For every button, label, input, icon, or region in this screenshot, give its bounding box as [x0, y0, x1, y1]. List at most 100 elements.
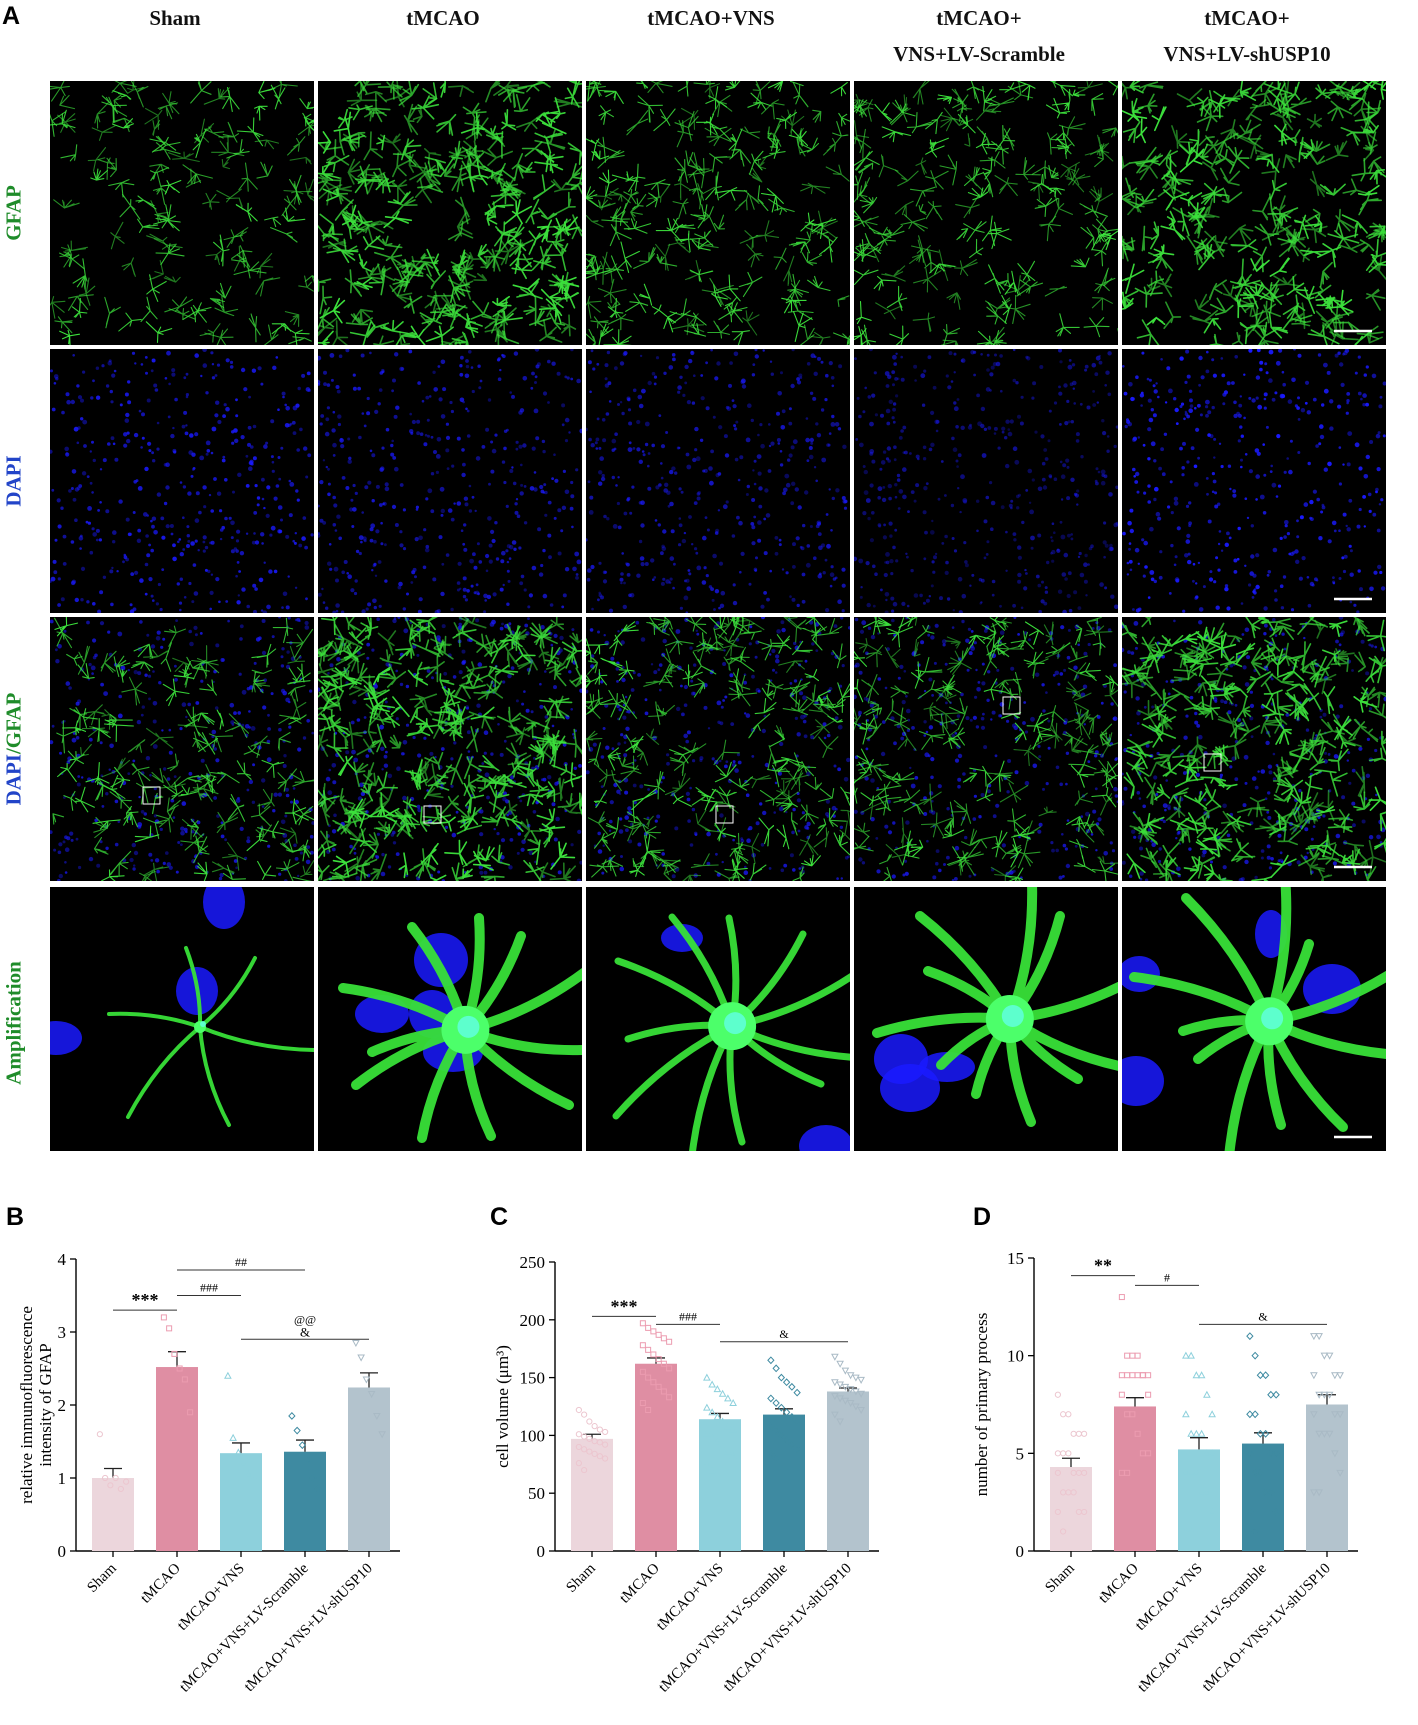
nucleus-mark — [962, 594, 967, 599]
nucleus-mark — [105, 847, 108, 850]
nucleus-mark — [146, 634, 149, 637]
nucleus-mark — [82, 471, 86, 475]
nucleus-mark — [797, 732, 801, 736]
nucleus-mark — [831, 565, 834, 568]
nucleus-mark — [1013, 538, 1016, 541]
nucleus-mark — [768, 423, 771, 426]
nucleus-mark — [1350, 549, 1353, 552]
nucleus-mark — [86, 521, 89, 524]
nucleus-mark — [1138, 563, 1140, 565]
nucleus-mark — [1268, 378, 1273, 383]
nucleus-mark — [295, 489, 298, 492]
nucleus-mark — [419, 597, 423, 601]
nucleus-mark — [285, 698, 290, 703]
nucleus-mark — [252, 369, 256, 373]
nucleus-mark — [680, 685, 683, 688]
nucleus-mark — [406, 593, 409, 596]
nucleus-mark — [1045, 591, 1048, 594]
nucleus-mark — [788, 422, 792, 426]
nucleus-mark — [371, 649, 374, 652]
nucleus-mark — [597, 418, 600, 421]
nucleus-mark — [694, 832, 698, 836]
nucleus-mark — [441, 514, 444, 517]
nucleus-mark — [385, 701, 388, 704]
nucleus-mark — [386, 428, 390, 432]
nucleus-mark — [501, 838, 505, 842]
nucleus-mark — [973, 817, 977, 821]
nucleus-mark — [501, 551, 506, 556]
nucleus-mark — [1170, 480, 1173, 483]
nucleus-mark — [845, 856, 849, 860]
nucleus-mark — [792, 542, 796, 546]
nucleus-mark — [306, 719, 310, 723]
nucleus-mark — [864, 697, 868, 701]
nucleus-mark — [437, 437, 442, 442]
nucleus-mark — [961, 620, 964, 623]
nucleus-mark — [465, 598, 468, 601]
nucleus-mark — [402, 752, 405, 755]
nucleus-mark — [1153, 498, 1156, 501]
nucleus-mark — [1318, 536, 1322, 540]
nucleus-mark — [1025, 489, 1028, 492]
nucleus-mark — [831, 376, 835, 380]
nucleus-mark — [535, 436, 539, 440]
nucleus-mark — [1101, 702, 1104, 705]
nucleus-mark — [396, 717, 399, 720]
nucleus-mark — [123, 444, 127, 448]
nucleus-mark — [720, 604, 724, 608]
nucleus-mark — [1099, 582, 1104, 587]
nucleus-mark — [441, 414, 446, 419]
nucleus-mark — [1101, 419, 1104, 422]
nucleus-mark — [1094, 372, 1098, 376]
nucleus-mark — [1149, 379, 1152, 382]
nucleus-mark — [468, 750, 471, 753]
nucleus-mark — [601, 755, 605, 759]
nucleus-mark — [784, 474, 789, 479]
nucleus-mark — [758, 486, 762, 490]
nucleus-mark — [554, 517, 557, 520]
nucleus-mark — [951, 437, 955, 441]
nucleus-mark — [65, 871, 68, 874]
nucleus-mark — [286, 794, 290, 798]
nucleus-mark — [1112, 849, 1115, 852]
nucleus-mark — [1218, 543, 1220, 545]
nucleus-mark — [909, 452, 912, 455]
nucleus-mark — [610, 800, 614, 804]
nucleus-mark — [565, 439, 568, 442]
nucleus-mark — [222, 459, 226, 463]
nucleus-mark — [241, 587, 245, 591]
nucleus-mark — [804, 734, 808, 738]
nucleus-mark — [1084, 554, 1087, 557]
nucleus-mark — [688, 515, 692, 519]
nucleus-mark — [59, 874, 63, 878]
nucleus-mark — [236, 539, 239, 542]
nucleus-mark — [616, 790, 620, 794]
nucleus-mark — [723, 649, 725, 651]
nucleus-mark — [1110, 702, 1113, 705]
nucleus-mark — [331, 428, 335, 432]
nucleus-mark — [403, 607, 406, 610]
nucleus-mark — [467, 410, 470, 413]
nucleus-mark — [378, 402, 381, 405]
nucleus-mark — [618, 526, 622, 530]
nucleus-mark — [617, 742, 620, 745]
nucleus-mark — [1159, 550, 1162, 553]
nucleus-mark — [1238, 414, 1242, 418]
nucleus-mark — [1298, 354, 1302, 358]
nucleus-mark — [736, 516, 740, 520]
nucleus-mark — [1037, 745, 1040, 748]
nucleus-mark — [261, 478, 265, 482]
nucleus-mark — [415, 537, 419, 541]
nucleus-mark — [747, 403, 752, 408]
nucleus-mark — [86, 621, 90, 625]
nucleus-mark — [733, 424, 736, 427]
micrograph-r2-c1 — [50, 349, 314, 613]
nucleus-mark — [709, 481, 714, 486]
nucleus-mark — [174, 678, 178, 682]
nucleus-mark — [215, 643, 219, 647]
nucleus-mark — [1025, 356, 1028, 359]
nucleus-mark — [1041, 683, 1044, 686]
nucleus-mark — [1032, 478, 1035, 481]
nucleus-mark — [1350, 573, 1354, 577]
nucleus-mark — [248, 426, 252, 430]
